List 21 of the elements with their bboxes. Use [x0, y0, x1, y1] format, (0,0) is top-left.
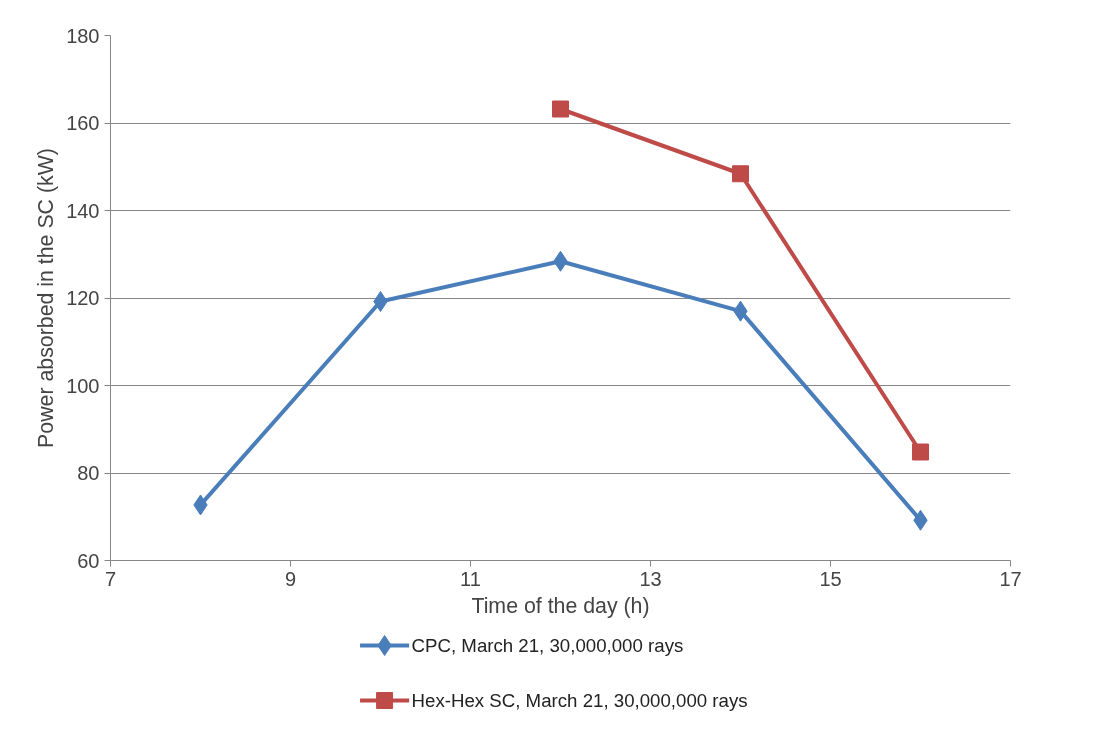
- x-tick-label: 17: [999, 567, 1022, 590]
- point: [373, 291, 388, 312]
- y-tick-label: 80: [77, 462, 100, 484]
- legend-label: CPC, March 21, 30,000,000 rays: [411, 635, 684, 656]
- x-tick-label: 11: [460, 567, 481, 590]
- x-tick-label: 9: [284, 567, 297, 590]
- point: [912, 443, 929, 461]
- y-tick-label: 120: [66, 287, 100, 309]
- x-tick-label: 15: [819, 567, 842, 590]
- x-tick-label: 13: [639, 567, 662, 590]
- y-tick-label: 100: [66, 374, 100, 397]
- point: [732, 165, 749, 183]
- y-tick-label: 180: [66, 24, 100, 47]
- y-tick-label: 160: [66, 112, 100, 134]
- y-tick-label: 60: [77, 549, 100, 572]
- x-tick-label: 7: [104, 567, 117, 590]
- legend-label: Hex-Hex SC, March 21, 30,000,000 rays: [411, 690, 748, 711]
- y-axis-title: Power absorbed in the SC (kW): [34, 148, 59, 448]
- x-axis-title: Time of the day (h): [471, 593, 650, 618]
- point: [552, 100, 569, 118]
- y-tick-label: 140: [66, 199, 100, 222]
